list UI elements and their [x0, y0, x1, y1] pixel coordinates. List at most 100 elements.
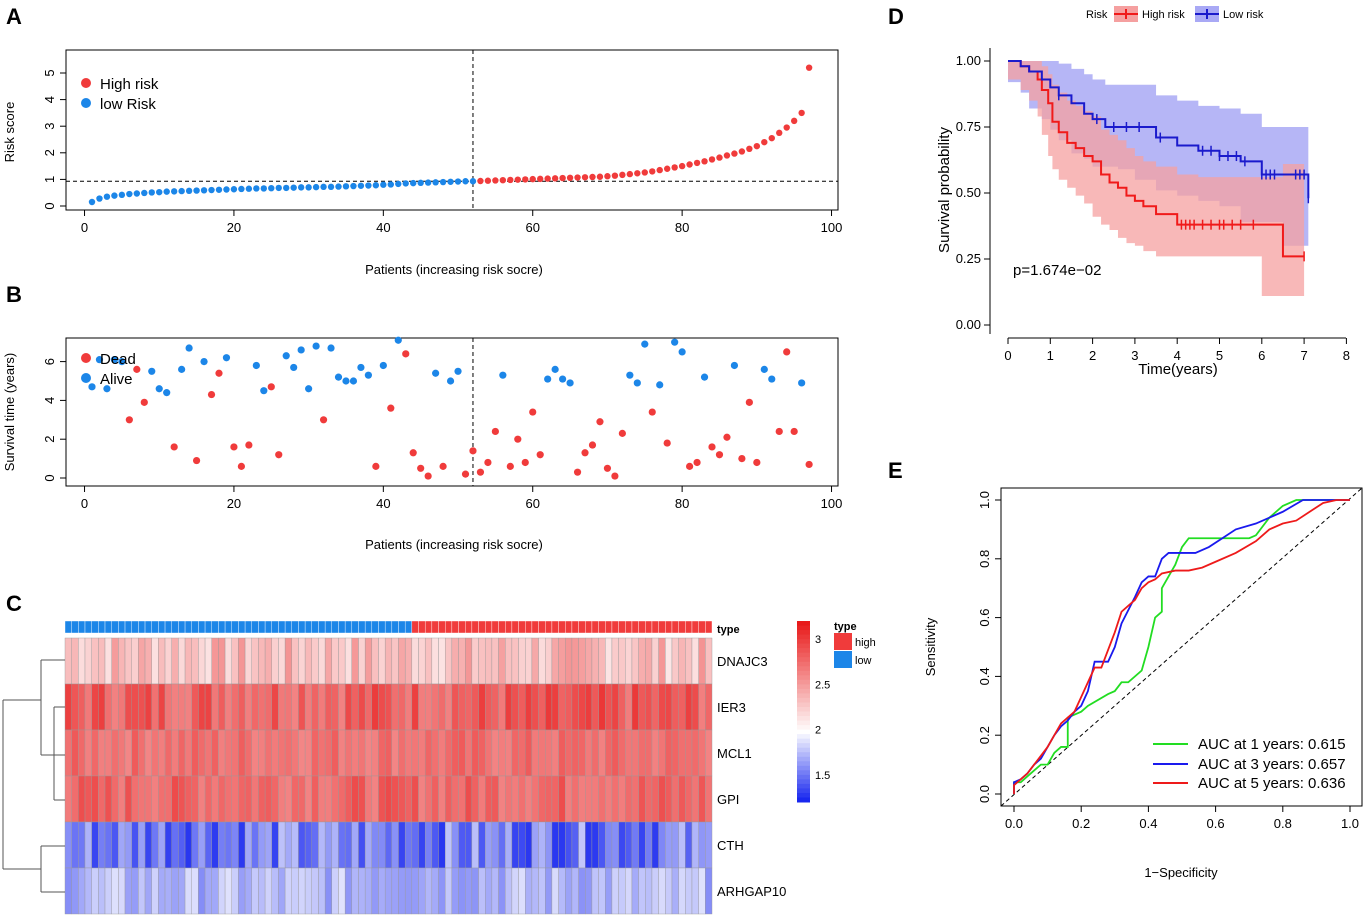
- cell-IER3-74: [558, 683, 566, 731]
- scale-step-35: [797, 779, 810, 785]
- cell-GPI-86: [638, 775, 646, 823]
- panel-b-plot-box: [65, 337, 839, 487]
- cell-CTH-56: [438, 821, 446, 869]
- cell-CTH-46: [371, 821, 379, 869]
- cell-MCL1-0: [64, 729, 72, 777]
- cell-ARHGAP10-36: [304, 867, 312, 915]
- risk-point-72: [619, 171, 626, 179]
- cell-CTH-1: [71, 821, 79, 869]
- cell-IER3-52: [411, 683, 419, 731]
- cell-IER3-7: [111, 683, 119, 731]
- b-y-tick-label-3: 6: [42, 358, 57, 365]
- annot-cell-27: [244, 620, 252, 634]
- cell-GPI-69: [525, 775, 533, 823]
- cell-ARHGAP10-19: [191, 867, 199, 915]
- cell-MCL1-36: [304, 729, 312, 777]
- cell-DNAJC3-18: [184, 637, 192, 685]
- cell-IER3-46: [371, 683, 379, 731]
- cell-ARHGAP10-5: [98, 867, 106, 915]
- annot-cell-66: [505, 620, 513, 634]
- roc-legend-label-5y: AUC at 5 years: 0.636: [1198, 775, 1346, 792]
- cell-GPI-62: [478, 775, 486, 823]
- survival-point-38: [364, 371, 372, 379]
- survival-point-5: [118, 358, 126, 366]
- annot-cell-24: [224, 620, 232, 634]
- roc-y-tick-label-4: 0.8: [977, 550, 992, 568]
- annot-cell-80: [598, 620, 606, 634]
- cell-DNAJC3-89: [658, 637, 666, 685]
- cell-IER3-15: [164, 683, 172, 731]
- cell-ARHGAP10-15: [164, 867, 172, 915]
- cell-CTH-82: [611, 821, 619, 869]
- risk-point-43: [402, 180, 409, 187]
- cell-GPI-31: [271, 775, 279, 823]
- type-legend-title: type: [834, 621, 857, 633]
- km-legend-label-low: Low risk: [1223, 9, 1264, 21]
- scale-step-3: [797, 634, 810, 640]
- cell-IER3-66: [505, 683, 513, 731]
- cell-MCL1-96: [705, 729, 713, 777]
- cell-ARHGAP10-9: [124, 867, 132, 915]
- legend-marker-dead: [81, 353, 91, 363]
- cell-IER3-41: [338, 683, 346, 731]
- cell-GPI-83: [618, 775, 626, 823]
- roc-x-tick-label-0: 0.0: [1005, 816, 1023, 831]
- heatmap-type-label: type: [717, 624, 740, 636]
- cell-MCL1-41: [338, 729, 346, 777]
- cell-IER3-1: [71, 683, 79, 731]
- cell-MCL1-71: [538, 729, 546, 777]
- survival-point-25: [267, 383, 275, 391]
- survival-point-16: [200, 358, 208, 366]
- cell-MCL1-83: [618, 729, 626, 777]
- cell-ARHGAP10-40: [331, 867, 339, 915]
- cell-ARHGAP10-52: [411, 867, 419, 915]
- scale-step-19: [797, 706, 810, 712]
- cell-GPI-85: [631, 775, 639, 823]
- cell-CTH-84: [625, 821, 633, 869]
- annot-cell-6: [104, 620, 112, 634]
- cell-GPI-9: [124, 775, 132, 823]
- scale-step-9: [797, 661, 810, 667]
- cell-DNAJC3-81: [605, 637, 613, 685]
- gene-label-CTH: CTH: [717, 838, 744, 853]
- cell-MCL1-50: [398, 729, 406, 777]
- cell-GPI-40: [331, 775, 339, 823]
- cell-GPI-15: [164, 775, 172, 823]
- cell-ARHGAP10-72: [545, 867, 553, 915]
- panel-b-legend: Dead Alive: [81, 351, 136, 388]
- cell-ARHGAP10-26: [238, 867, 246, 915]
- a-y-tick-label-0: 0: [42, 202, 57, 209]
- km-x-ticks: 0 1 2 3 4 5 6 7 8: [1004, 338, 1350, 363]
- cell-ARHGAP10-20: [198, 867, 206, 915]
- cell-DNAJC3-33: [284, 637, 292, 685]
- cell-ARHGAP10-12: [144, 867, 152, 915]
- cell-DNAJC3-3: [84, 637, 92, 685]
- risk-point-89: [746, 145, 753, 153]
- cell-IER3-45: [364, 683, 373, 731]
- cell-CTH-35: [298, 821, 306, 869]
- roc-diagonal: [1000, 487, 1363, 807]
- survival-point-68: [588, 441, 597, 449]
- cell-GPI-19: [191, 775, 199, 823]
- b-y-tick-label-0: 0: [42, 474, 57, 481]
- annot-cell-55: [431, 620, 439, 634]
- panel-a-y-axis: 0 1 2 3 4 5: [42, 69, 66, 210]
- scale-step-10: [797, 666, 810, 672]
- cell-DNAJC3-20: [198, 637, 206, 685]
- annot-cell-47: [378, 620, 386, 634]
- cell-GPI-27: [244, 775, 252, 823]
- cell-MCL1-95: [698, 729, 706, 777]
- annot-cell-23: [218, 620, 226, 634]
- cell-CTH-26: [238, 821, 246, 869]
- cell-MCL1-40: [331, 729, 339, 777]
- annot-cell-38: [318, 620, 326, 634]
- risk-point-60: [529, 175, 536, 183]
- risk-point-96: [798, 109, 805, 117]
- risk-point-4: [111, 192, 118, 199]
- survival-point-26: [275, 451, 283, 459]
- scale-step-39: [797, 797, 810, 803]
- cell-ARHGAP10-2: [78, 867, 86, 915]
- cell-DNAJC3-9: [124, 637, 132, 685]
- cell-MCL1-13: [151, 729, 159, 777]
- b-x-tick-label-4: 80: [675, 496, 689, 511]
